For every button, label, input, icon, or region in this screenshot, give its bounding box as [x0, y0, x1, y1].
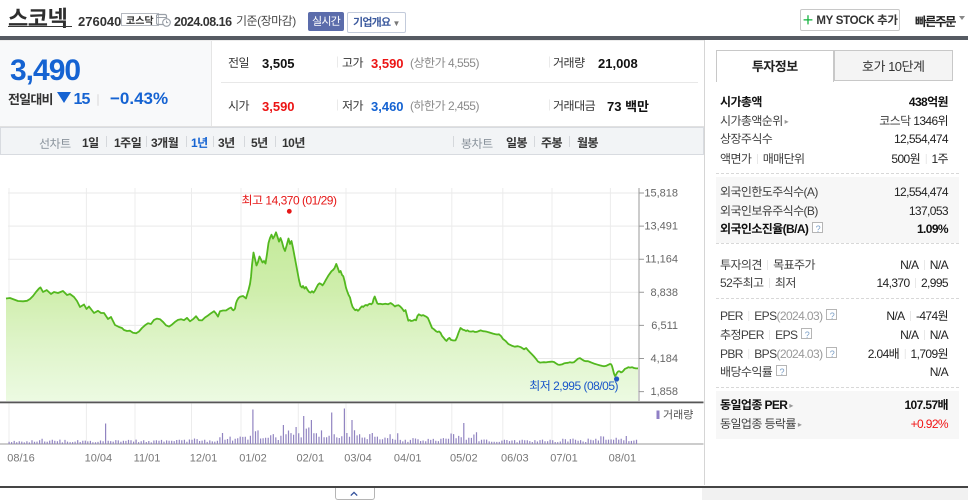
- svg-text:01/02: 01/02: [239, 450, 267, 466]
- svg-text:8,838: 8,838: [650, 284, 678, 300]
- svg-text:1,858: 1,858: [650, 383, 678, 399]
- svg-text:07/01: 07/01: [550, 450, 578, 466]
- svg-text:02/01: 02/01: [297, 450, 325, 466]
- svg-text:4,184: 4,184: [650, 350, 678, 366]
- svg-text:최고 14,370 (01/29): 최고 14,370 (01/29): [242, 192, 337, 209]
- svg-text:11/01: 11/01: [134, 450, 161, 466]
- svg-text:04/01: 04/01: [394, 450, 422, 466]
- svg-text:08/16: 08/16: [7, 450, 35, 466]
- svg-text:최저 2,995 (08/05): 최저 2,995 (08/05): [529, 377, 618, 394]
- svg-text:15,818: 15,818: [644, 185, 678, 201]
- svg-text:거래량: 거래량: [663, 407, 693, 423]
- svg-text:03/04: 03/04: [344, 450, 372, 466]
- svg-text:05/02: 05/02: [450, 450, 478, 466]
- svg-text:06/03: 06/03: [501, 450, 529, 466]
- svg-text:6,511: 6,511: [651, 317, 678, 333]
- svg-text:10/04: 10/04: [85, 450, 113, 466]
- svg-text:11,164: 11,164: [645, 251, 678, 267]
- svg-text:08/01: 08/01: [609, 450, 637, 466]
- svg-text:13,491: 13,491: [644, 218, 678, 234]
- svg-text:12/01: 12/01: [190, 450, 218, 466]
